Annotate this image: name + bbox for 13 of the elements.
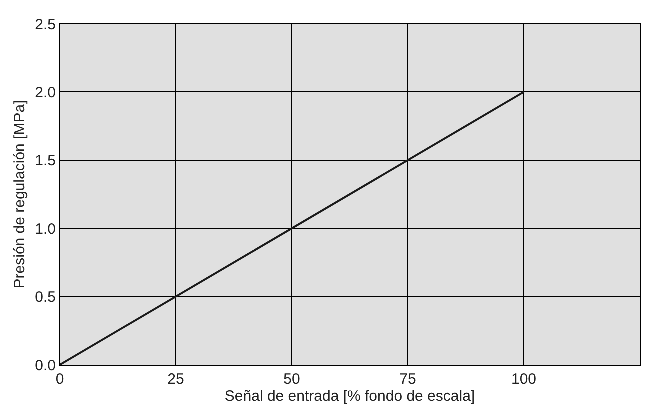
y-tick-label: 2.0: [35, 84, 56, 102]
x-tick-label: 0: [56, 371, 64, 388]
y-tick-label: 0.5: [35, 289, 56, 306]
y-tick-label: 1.5: [35, 152, 56, 170]
y-tick-label: 1.0: [35, 220, 56, 238]
x-tick-label: 100: [511, 371, 537, 388]
y-tick-label: 0.0: [35, 357, 56, 374]
x-tick-label: 25: [168, 371, 184, 388]
y-tick-label: 2.5: [35, 16, 56, 34]
x-tick-label: 50: [284, 371, 300, 388]
x-axis-title: Señal de entrada [% fondo de escala]: [224, 388, 476, 405]
y-axis-title: Presión de regulación [MPa]: [11, 100, 28, 289]
x-tick-label: 75: [400, 371, 416, 388]
